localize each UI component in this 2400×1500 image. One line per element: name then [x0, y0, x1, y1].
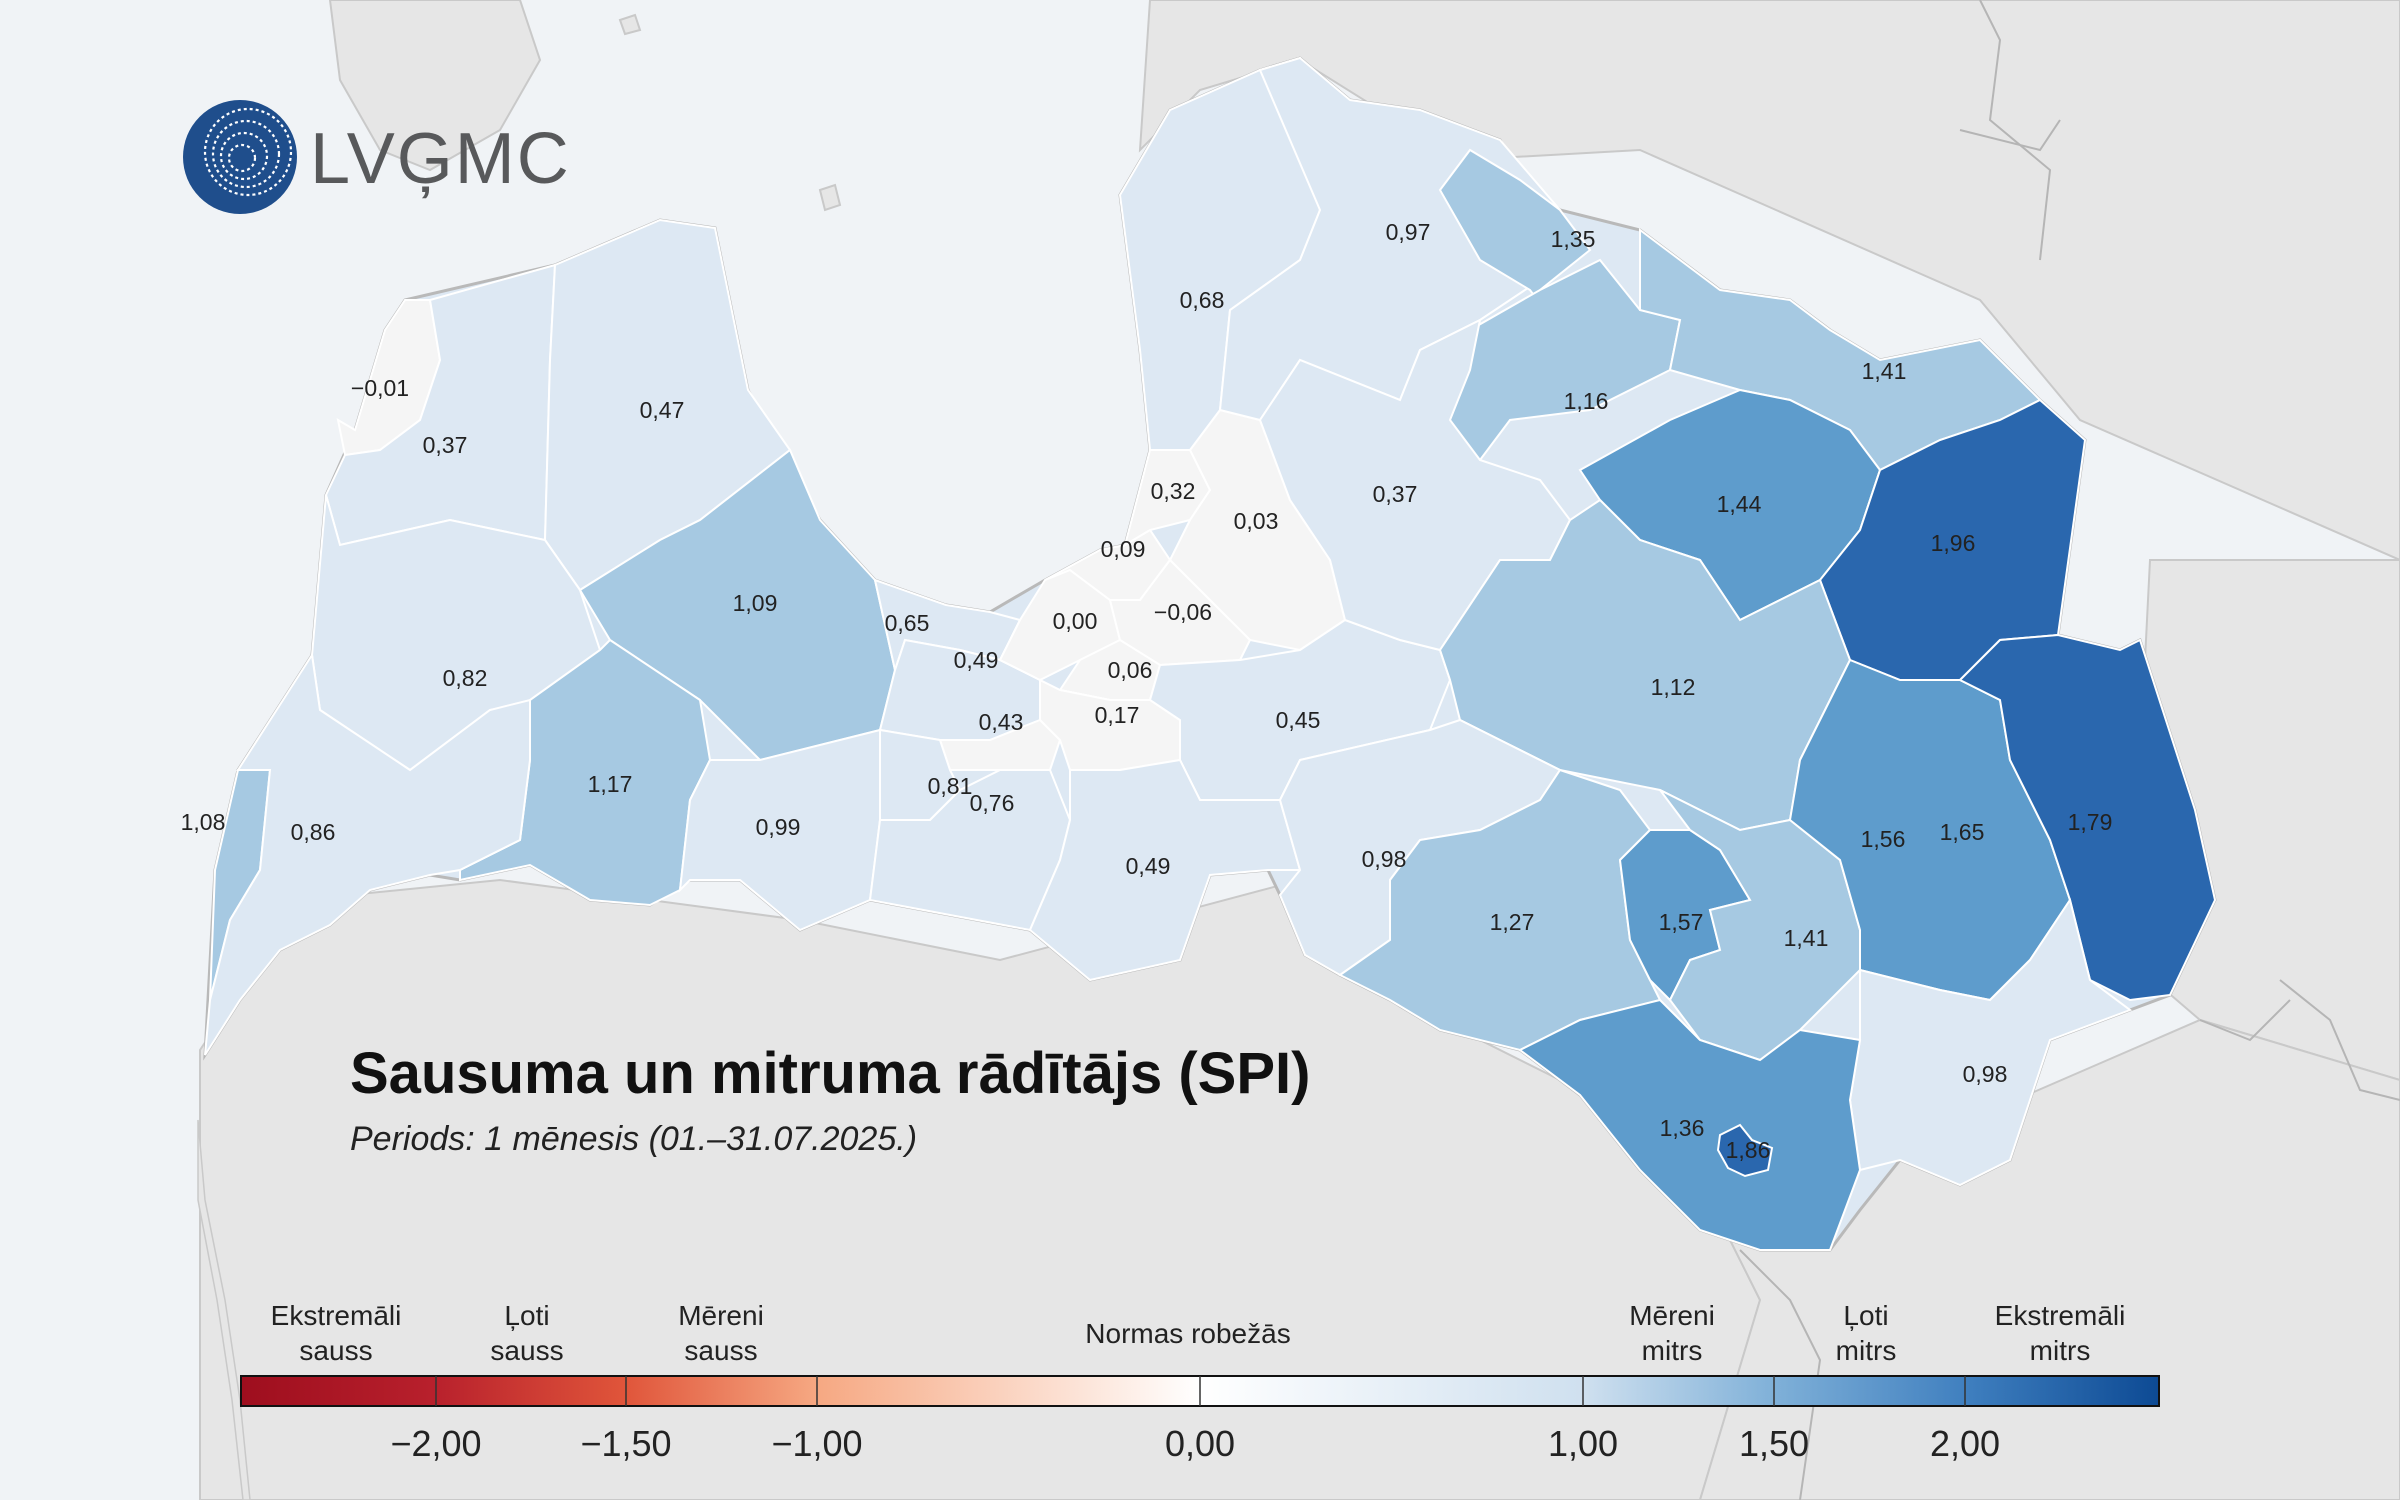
region-value-label: 1,35: [1551, 226, 1596, 252]
legend-tick-label: 0,00: [1165, 1423, 1235, 1464]
region-value-label: 0,97: [1386, 219, 1431, 245]
region-madona: [1438, 498, 1852, 832]
region-value-label: 0,43: [979, 709, 1024, 735]
legend-category-line1: Ekstremāli: [271, 1300, 402, 1331]
region-value-label: 0,98: [1362, 846, 1407, 872]
region-value-label: 1,41: [1784, 925, 1829, 951]
region-marupe: [938, 718, 1062, 771]
legend-tick-label: −1,50: [580, 1423, 671, 1464]
region-liepaja: [204, 652, 531, 1056]
region-value-label: 0,37: [423, 432, 468, 458]
region-value-label: 0,00: [1053, 608, 1098, 634]
legend-category-line1: Ekstremāli: [1995, 1300, 2126, 1331]
region-value-label: 0,98: [1963, 1061, 2008, 1087]
legend-category-line2: mitrs: [1836, 1335, 1897, 1366]
legend-category-line1: Mēreni: [1629, 1300, 1715, 1331]
value-labels: −0,01 0,37 0,47 0,82 1,09 1,17 1,08 0,86…: [181, 219, 2113, 1163]
region-value-label: 0,45: [1276, 707, 1321, 733]
legend-category-line2: sauss: [490, 1335, 563, 1366]
legend-category-line1: Normas robežās: [1085, 1318, 1290, 1349]
region-value-label: 0,49: [954, 647, 999, 673]
region-bauska: [1028, 758, 1302, 982]
region-value-label: 0,37: [1373, 481, 1418, 507]
region-value-label: 0,81: [928, 773, 973, 799]
saaremaa-island: [328, 0, 542, 172]
map-subtitle: Periods: 1 mēnesis (01.–31.07.2025.): [350, 1120, 917, 1158]
logo-emblem-icon: [183, 100, 297, 214]
region-augsdaugava: [1518, 998, 1862, 1251]
region-value-label: 1,27: [1490, 909, 1535, 935]
legend-tick-label: −2,00: [390, 1423, 481, 1464]
region-value-label: 1,08: [181, 809, 226, 835]
curonian-spit: [197, 1119, 251, 1500]
region-value-label: 1,12: [1651, 674, 1696, 700]
region-shapes: [204, 56, 2217, 1251]
region-value-label: −0,01: [351, 375, 409, 401]
region-value-label: 1,17: [588, 771, 633, 797]
region-value-label: 0,47: [640, 397, 685, 423]
legend-category-line2: mitrs: [2030, 1335, 2091, 1366]
legend-category-line2: sauss: [299, 1335, 372, 1366]
region-value-label: 0,68: [1180, 287, 1225, 313]
region-value-label: 0,99: [756, 814, 801, 840]
region-value-label: 0,86: [291, 819, 336, 845]
region-value-label: 1,96: [1931, 530, 1976, 556]
legend-ticks: −2,00 −1,50 −1,00 0,00 1,00 1,50 2,00: [390, 1423, 2000, 1464]
legend-dividers: [435, 1376, 1966, 1406]
ruhnu-island: [818, 183, 842, 212]
region-value-label: −0,06: [1154, 599, 1212, 625]
region-value-label: 0,17: [1095, 702, 1140, 728]
region-value-label: 1,79: [2068, 809, 2113, 835]
region-value-label: 0,03: [1234, 508, 1279, 534]
region-value-label: 1,36: [1660, 1115, 1705, 1141]
region-value-label: 0,82: [443, 665, 488, 691]
region-value-label: 1,65: [1940, 819, 1985, 845]
region-value-label: 0,65: [885, 610, 930, 636]
region-value-label: 0,32: [1151, 478, 1196, 504]
region-daugavpils: [1716, 1123, 1774, 1178]
lvgmc-logo: LVĢMC: [183, 100, 571, 214]
legend-category-line1: Ļoti: [1843, 1300, 1888, 1331]
legend-tick-label: −1,00: [771, 1423, 862, 1464]
region-value-label: 1,57: [1659, 909, 1704, 935]
logo-text: LVĢMC: [310, 119, 571, 199]
islet: [618, 13, 642, 36]
region-value-label: 0,49: [1126, 853, 1171, 879]
legend: Ekstremāli sauss Ļoti sauss Mēreni sauss…: [240, 1300, 2160, 1464]
legend-tick-label: 2,00: [1930, 1423, 2000, 1464]
region-cesis: [1258, 318, 1572, 652]
region-value-label: 0,76: [970, 790, 1015, 816]
region-value-label: 1,09: [733, 590, 778, 616]
region-value-label: 0,06: [1108, 657, 1153, 683]
region-value-label: 1,86: [1726, 1137, 1771, 1163]
legend-category-line2: sauss: [684, 1335, 757, 1366]
legend-categories: Ekstremāli sauss Ļoti sauss Mēreni sauss…: [271, 1300, 2126, 1366]
neighbor-borders: [1739, 0, 2400, 1500]
legend-category-line1: Ļoti: [504, 1300, 549, 1331]
legend-category-line1: Mēreni: [678, 1300, 764, 1331]
region-value-label: 0,09: [1101, 536, 1146, 562]
region-value-label: 1,16: [1564, 388, 1609, 414]
region-value-label: 1,41: [1862, 358, 1907, 384]
region-value-label: 1,56: [1861, 826, 1906, 852]
legend-tick-label: 1,50: [1739, 1423, 1809, 1464]
legend-tick-label: 1,00: [1548, 1423, 1618, 1464]
legend-category-line2: mitrs: [1642, 1335, 1703, 1366]
region-value-label: 1,44: [1717, 491, 1762, 517]
map-title: Sausuma un mitruma rādītājs (SPI): [350, 1041, 1310, 1106]
region-ludza: [1958, 633, 2217, 1002]
